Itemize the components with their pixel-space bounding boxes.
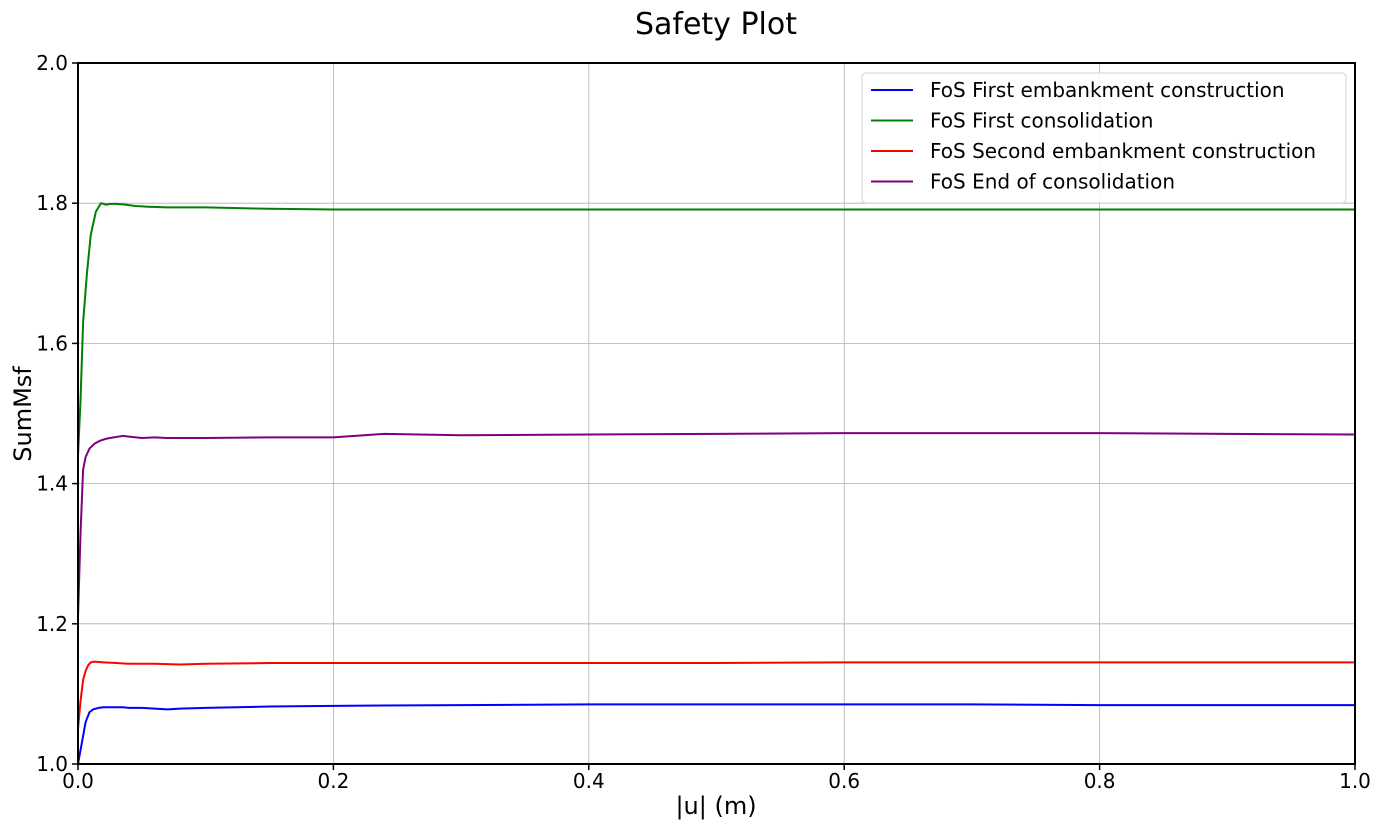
x-tick-label: 0.6 — [828, 769, 860, 793]
y-tick-label: 1.6 — [36, 331, 68, 355]
y-tick-label: 1.4 — [36, 472, 68, 496]
series-line-3 — [77, 660, 1355, 730]
legend: FoS First embankment construction FoS Fir… — [861, 72, 1347, 204]
y-tick-label: 1.2 — [36, 612, 68, 636]
x-tick-label: 1.0 — [1339, 769, 1371, 793]
legend-entry-label: FoS First embankment construction — [930, 78, 1285, 102]
y-axis-label: SumMsf — [9, 366, 37, 462]
legend-box — [861, 72, 1347, 204]
chart-title: Safety Plot — [635, 7, 797, 42]
x-axis-label: |u| (m) — [675, 792, 756, 820]
x-tick-label: 0.2 — [317, 769, 349, 793]
series-lines — [77, 202, 1356, 765]
y-tick-label: 1.0 — [36, 752, 68, 776]
x-tick-label: 0.4 — [573, 769, 605, 793]
legend-entry-label: FoS End of consolidation — [930, 170, 1175, 194]
series-line-4 — [77, 432, 1356, 617]
plot-frame — [77, 62, 1356, 765]
series-line-2 — [77, 202, 1355, 456]
y-tick-label: 2.0 — [36, 51, 68, 75]
x-tick-label: 0.0 — [62, 769, 94, 793]
axis-ticks: 0.0 0.2 0.4 0.6 0.8 1.0 1.0 1.2 1.4 1.6 1.8 2.0 — [36, 51, 1371, 793]
series-line-1 — [77, 703, 1355, 765]
legend-entry-label: FoS First consolidation — [930, 109, 1153, 133]
legend-entry-label: FoS Second embankment construction — [930, 139, 1316, 163]
x-tick-label: 0.8 — [1084, 769, 1116, 793]
y-tick-label: 1.8 — [36, 191, 68, 215]
